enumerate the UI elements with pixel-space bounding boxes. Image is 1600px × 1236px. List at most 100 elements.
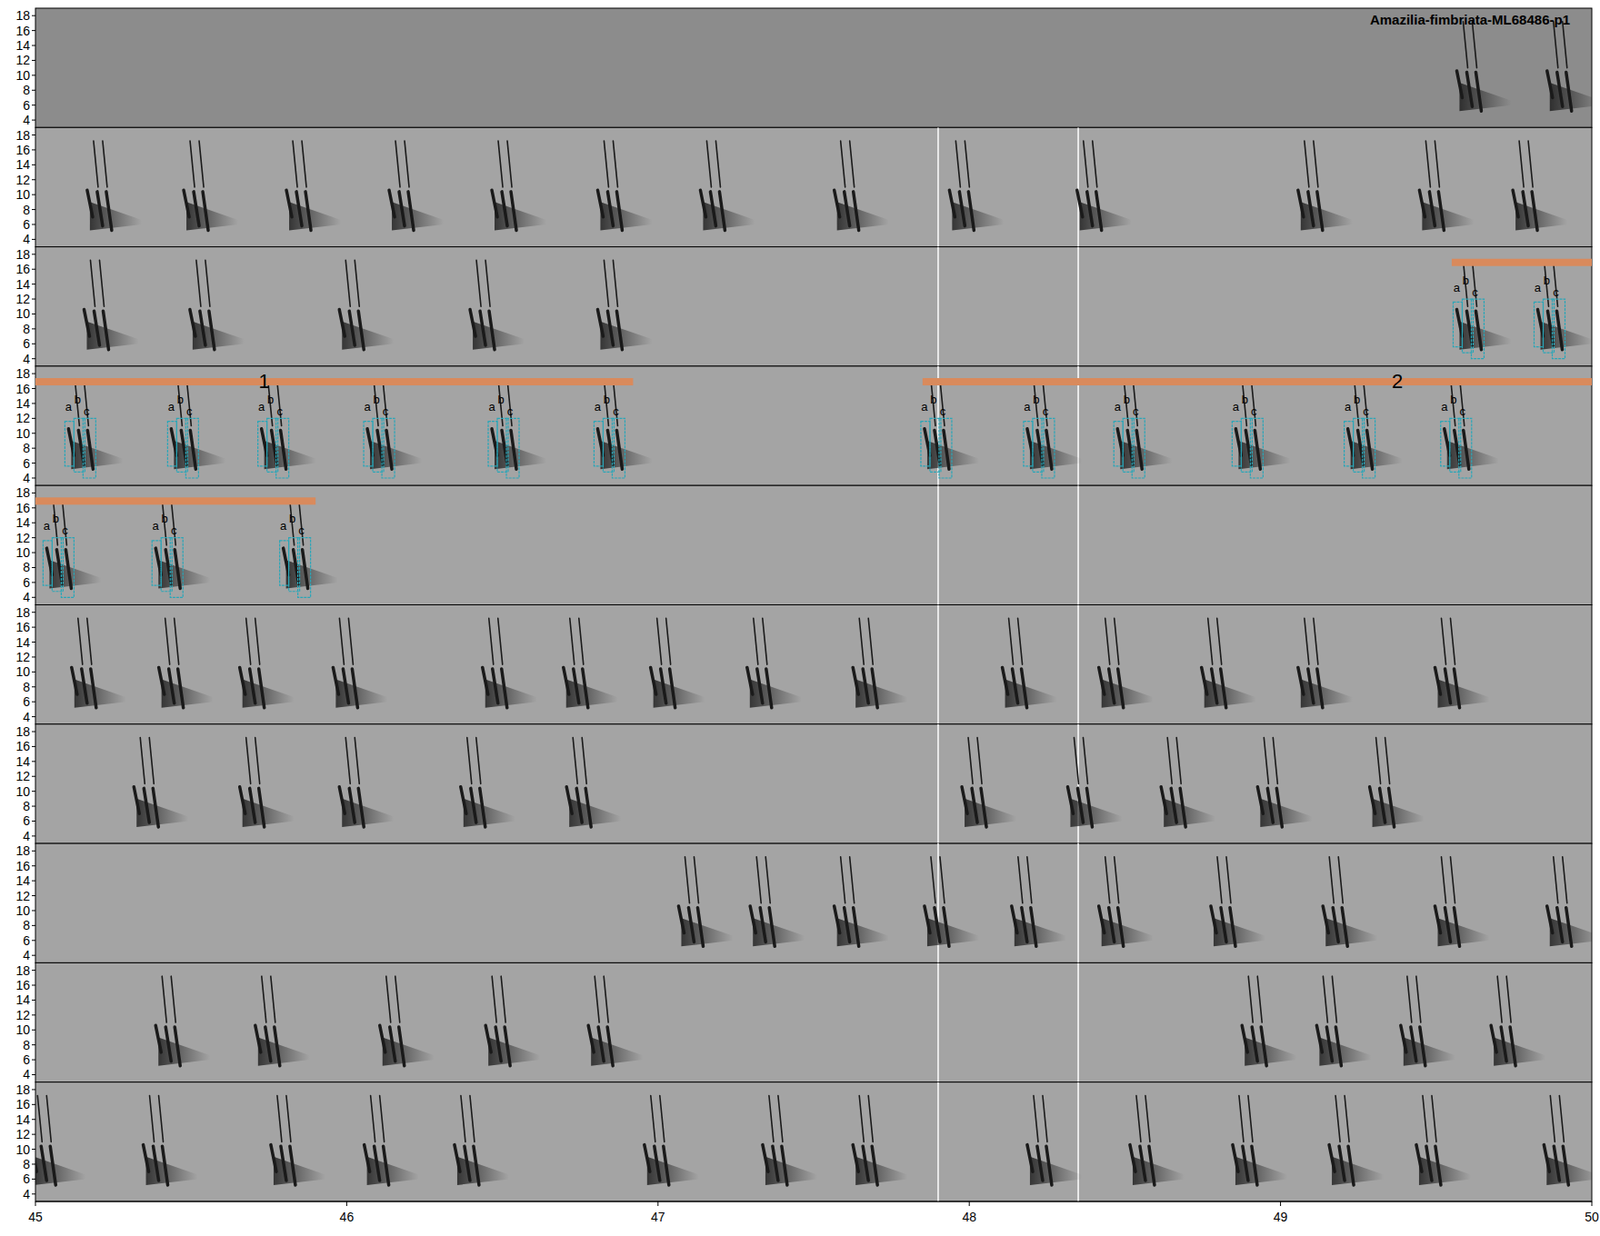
call-stroke xyxy=(853,191,860,231)
call-stroke xyxy=(50,1146,56,1186)
y-tick xyxy=(31,955,36,957)
y-tick-label: 12 xyxy=(15,530,30,546)
call xyxy=(155,976,210,1066)
call-stroke xyxy=(1339,1146,1345,1181)
call-stroke xyxy=(389,190,395,218)
call-stroke xyxy=(259,669,265,709)
call-stroke xyxy=(582,669,589,709)
y-tick xyxy=(31,448,36,450)
call-stroke xyxy=(102,140,108,188)
call-stroke xyxy=(476,738,481,785)
call-smear xyxy=(485,680,538,709)
syllable-label: a xyxy=(152,519,160,533)
call-stroke xyxy=(1453,908,1460,948)
y-tick xyxy=(31,149,36,150)
marker-line xyxy=(1077,843,1080,963)
y-tick-label: 14 xyxy=(15,515,30,530)
marker-line xyxy=(937,1082,940,1202)
syllable-box xyxy=(506,418,520,479)
call-stroke xyxy=(339,787,345,815)
y-tick xyxy=(31,985,36,987)
call-stroke xyxy=(97,191,103,227)
call-stroke xyxy=(852,667,859,695)
call xyxy=(270,1095,326,1185)
call-stroke xyxy=(93,140,99,188)
syllable-box xyxy=(1533,301,1543,347)
y-tick-label: 8 xyxy=(22,440,30,456)
call-stroke xyxy=(286,190,292,218)
call-stroke xyxy=(1553,857,1559,904)
call-stroke xyxy=(766,669,772,709)
y-tick-label: 8 xyxy=(22,202,30,218)
row-plot xyxy=(35,1082,1592,1202)
call-stroke xyxy=(871,1146,878,1186)
call xyxy=(167,380,226,479)
call-stroke xyxy=(977,738,982,785)
y-tick xyxy=(31,253,36,255)
call-stroke xyxy=(1557,72,1563,108)
call xyxy=(258,380,317,479)
syllable-label: b xyxy=(177,392,184,407)
annotation-bar xyxy=(35,497,316,505)
call-smear xyxy=(1437,680,1490,709)
call-stroke xyxy=(778,1095,783,1142)
syllable-box xyxy=(276,418,290,479)
call-stroke xyxy=(133,787,140,815)
y-tick-label: 10 xyxy=(15,664,30,680)
call-stroke xyxy=(46,548,52,576)
call-stroke xyxy=(1562,21,1568,69)
call-smear xyxy=(1403,1037,1456,1066)
call-smear xyxy=(494,440,547,470)
marker-line xyxy=(1077,247,1080,367)
call xyxy=(1160,738,1216,828)
call-stroke xyxy=(65,550,71,590)
call xyxy=(597,260,652,350)
call-stroke xyxy=(607,1027,613,1067)
call-smear xyxy=(341,321,394,350)
call-stroke xyxy=(1332,908,1339,943)
y-tick-label: 18 xyxy=(15,128,30,143)
x-tick xyxy=(1280,1201,1281,1207)
call-stroke xyxy=(650,1095,656,1142)
call-stroke xyxy=(190,310,196,338)
call-smear xyxy=(647,1157,700,1186)
x-tick-label: 47 xyxy=(650,1210,666,1225)
y-tick-label: 4 xyxy=(22,1067,30,1082)
call xyxy=(1490,976,1546,1066)
call-stroke xyxy=(1463,430,1470,470)
y-tick-label: 10 xyxy=(15,187,30,202)
call-stroke xyxy=(1067,787,1073,815)
call-stroke xyxy=(1176,738,1181,785)
call-stroke xyxy=(1553,1146,1560,1181)
call-stroke xyxy=(1331,976,1337,1023)
call-stroke xyxy=(507,140,512,188)
call-stroke xyxy=(1450,618,1455,665)
call-stroke xyxy=(750,906,756,934)
call-stroke xyxy=(351,669,358,709)
y-tick xyxy=(31,462,36,464)
row-background xyxy=(35,724,1592,844)
call-stroke xyxy=(1257,787,1263,815)
syllable-box xyxy=(42,540,52,586)
call-smear xyxy=(457,1157,510,1186)
call xyxy=(240,738,295,828)
y-tick xyxy=(31,820,36,822)
call xyxy=(1099,857,1154,947)
call-stroke xyxy=(1562,1146,1569,1186)
call-smear xyxy=(264,440,317,470)
call xyxy=(1077,140,1132,230)
call xyxy=(1241,976,1297,1066)
y-tick xyxy=(31,1074,36,1076)
call-stroke xyxy=(286,1095,291,1142)
marker-line xyxy=(937,485,940,605)
call-smear xyxy=(161,680,214,709)
call-stroke xyxy=(404,140,410,188)
call-smear xyxy=(600,440,652,470)
x-tick-label: 45 xyxy=(28,1210,43,1225)
call-stroke xyxy=(1241,1025,1248,1053)
call-smear xyxy=(750,680,802,709)
call-stroke xyxy=(753,618,759,665)
syllable-label: b xyxy=(1450,392,1457,407)
call-stroke xyxy=(255,618,260,665)
y-tick-label: 6 xyxy=(22,813,30,829)
